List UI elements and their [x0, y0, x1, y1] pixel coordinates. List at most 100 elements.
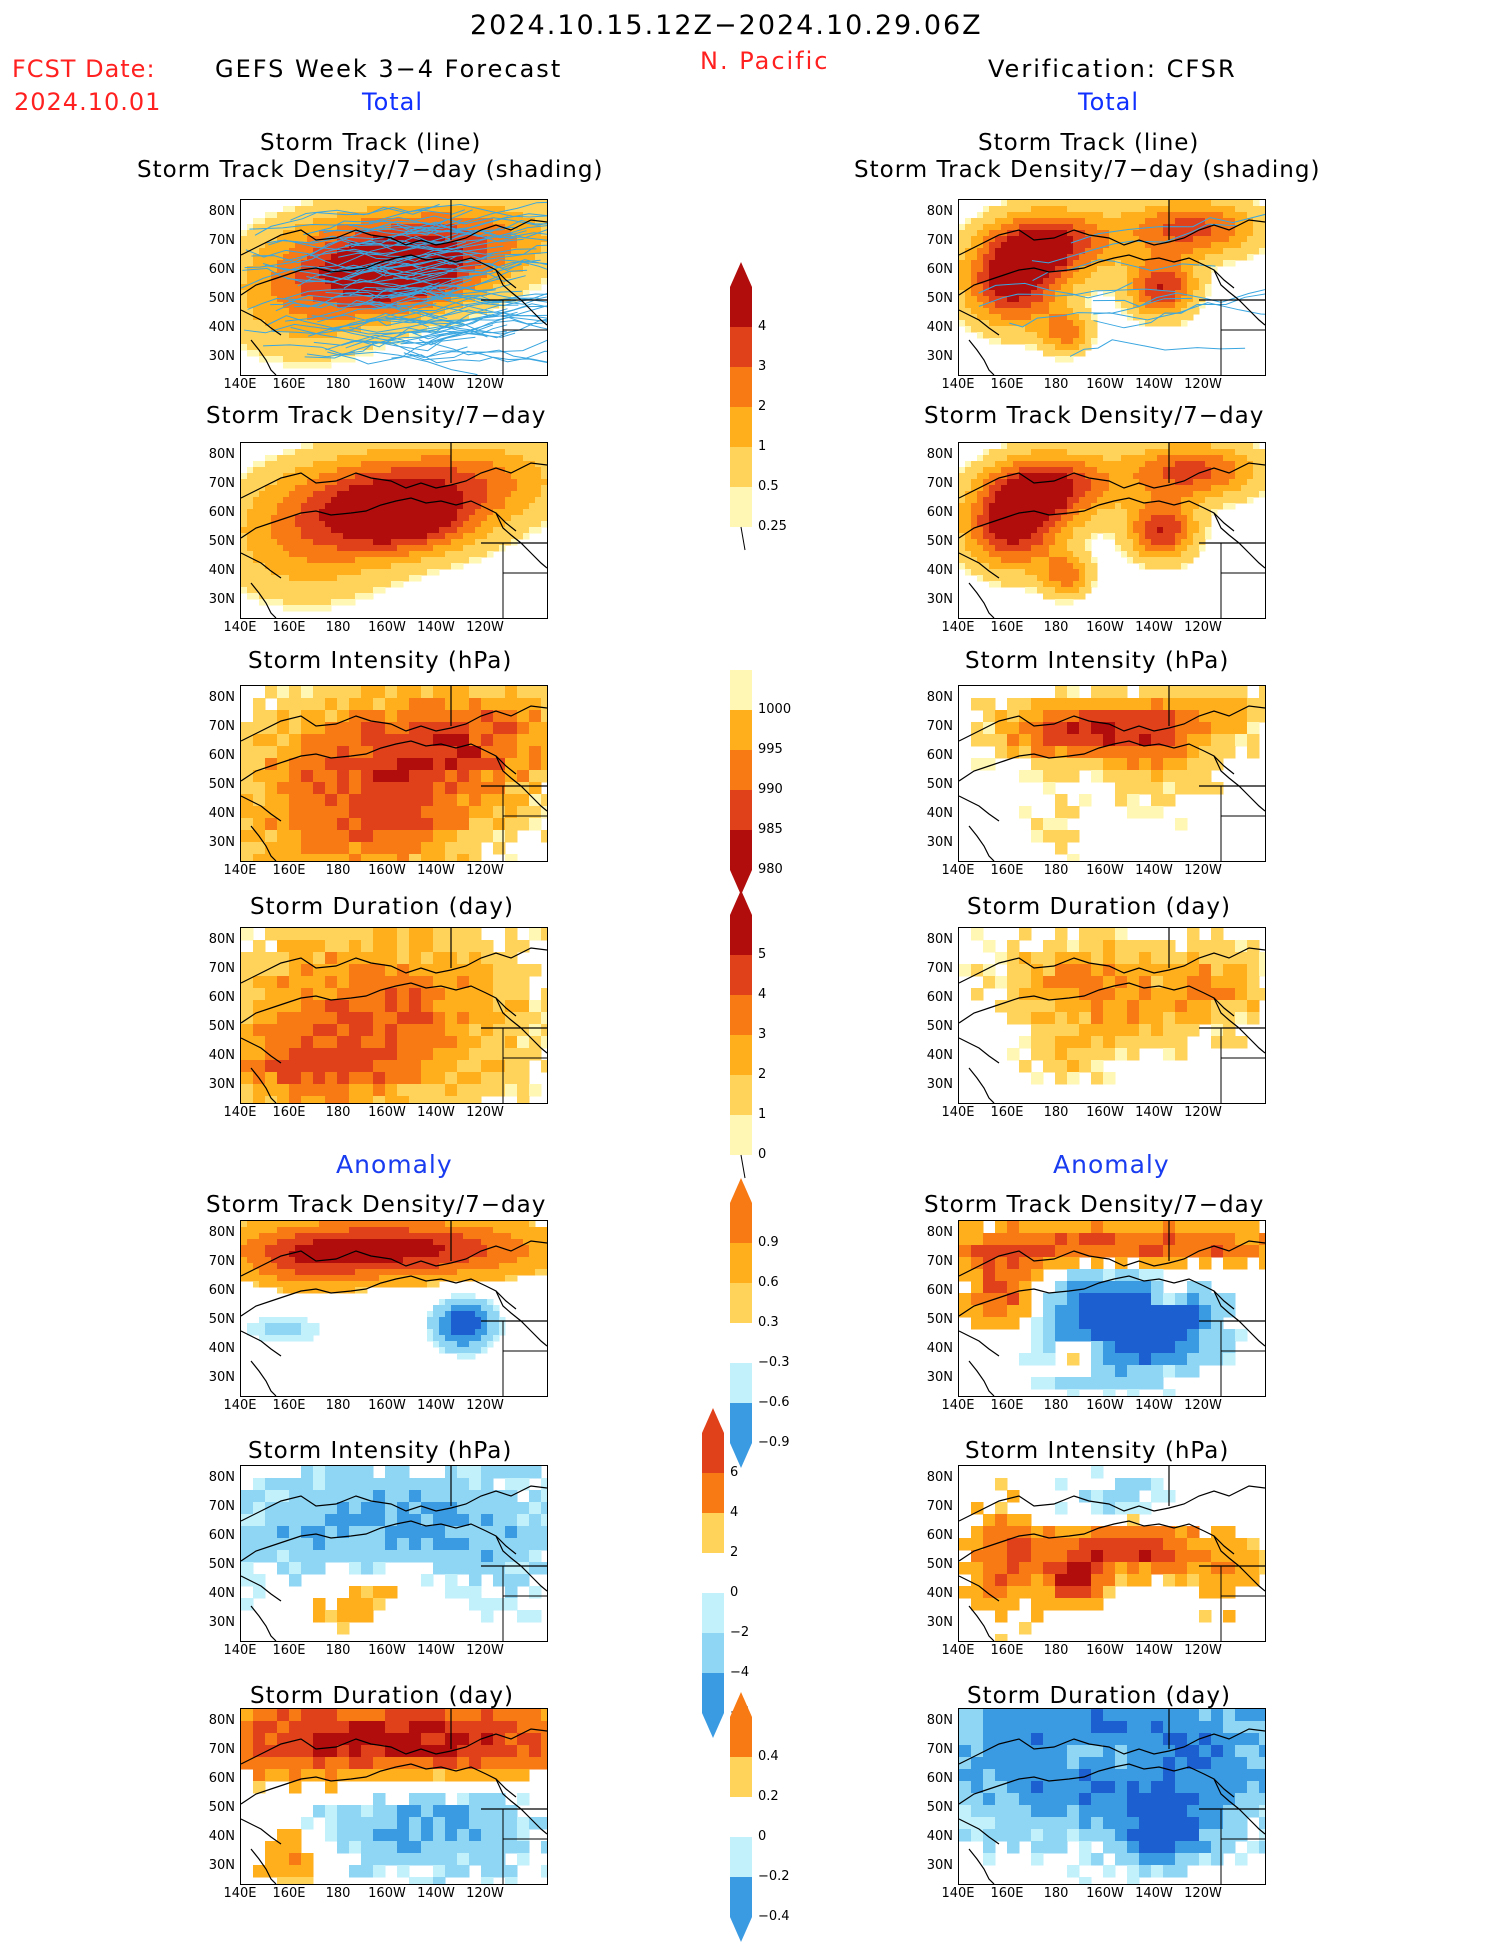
lat-tick-label: 30N — [926, 1077, 953, 1092]
lat-tick-label: 40N — [926, 563, 953, 578]
lon-tick-label: 160E — [990, 620, 1024, 635]
lon-tick-label: 120W — [1184, 377, 1222, 392]
lon-tick-label: 120W — [466, 620, 504, 635]
colorbar-duration-total — [726, 890, 756, 1184]
lat-tick-label: 70N — [926, 233, 953, 248]
lon-tick-label: 140E — [941, 377, 975, 392]
lat-tick-label: 80N — [208, 204, 235, 219]
lon-tick-label: 180 — [1043, 1398, 1069, 1413]
lat-tick-label: 80N — [926, 1225, 953, 1240]
colorbar-tick-label: 985 — [758, 822, 783, 837]
colorbar-duration-anom — [726, 1692, 756, 1946]
right-title-duration: Storm Duration (day) — [967, 894, 1231, 920]
lat-tick-label: 50N — [208, 1800, 235, 1815]
right-duration-map — [958, 927, 1266, 1104]
lat-tick-label: 80N — [208, 1225, 235, 1240]
lat-tick-label: 50N — [926, 1019, 953, 1034]
lon-tick-label: 140E — [223, 1886, 257, 1901]
right-anom-density-map — [958, 1220, 1266, 1397]
lon-tick-label: 140E — [223, 863, 257, 878]
lat-tick-label: 70N — [926, 1499, 953, 1514]
lon-tick-label: 140E — [941, 863, 975, 878]
lon-tick-label: 140W — [1135, 1886, 1173, 1901]
lon-tick-label: 140E — [223, 1643, 257, 1658]
colorbar-tick-label: −0.9 — [758, 1435, 790, 1450]
lon-tick-label: 120W — [466, 1643, 504, 1658]
lon-tick-label: 140E — [941, 1105, 975, 1120]
lat-tick-label: 30N — [208, 1077, 235, 1092]
lon-tick-label: 140E — [223, 1105, 257, 1120]
colorbar-tick-label: 0.2 — [758, 1789, 779, 1804]
lon-tick-label: 120W — [466, 1398, 504, 1413]
lon-tick-label: 160W — [368, 1643, 406, 1658]
lat-tick-label: 40N — [926, 1048, 953, 1063]
lat-tick-label: 60N — [926, 262, 953, 277]
colorbar-tick-label: −2 — [730, 1625, 750, 1640]
colorbar-tick-label: 0.5 — [758, 479, 779, 494]
lon-tick-label: 140W — [1135, 377, 1173, 392]
colorbar-tick-label: 980 — [758, 862, 783, 877]
lat-tick-label: 70N — [926, 476, 953, 491]
lon-tick-label: 120W — [466, 377, 504, 392]
lat-tick-label: 70N — [208, 233, 235, 248]
lon-tick-label: 140E — [223, 377, 257, 392]
colorbar-tick-label: 0.9 — [758, 1235, 779, 1250]
left-title-density: Storm Track Density/7−day — [206, 403, 547, 429]
lon-tick-label: 140E — [223, 1398, 257, 1413]
lat-tick-label: 40N — [208, 563, 235, 578]
lat-tick-label: 50N — [208, 534, 235, 549]
lon-tick-label: 160E — [990, 377, 1024, 392]
colorbar-tick-label: 1 — [758, 439, 767, 454]
lon-tick-label: 120W — [466, 863, 504, 878]
lat-tick-label: 30N — [926, 835, 953, 850]
colorbar-tick-label: 3 — [758, 359, 767, 374]
lat-tick-label: 40N — [208, 806, 235, 821]
lat-tick-label: 80N — [208, 1713, 235, 1728]
colorbar-tick-label: 0.3 — [758, 1315, 779, 1330]
left-intensity-map — [240, 685, 548, 862]
lon-tick-label: 140E — [941, 620, 975, 635]
lon-tick-label: 140E — [941, 1643, 975, 1658]
lon-tick-label: 140W — [1135, 1105, 1173, 1120]
lat-tick-label: 60N — [926, 1771, 953, 1786]
lat-tick-label: 30N — [208, 1370, 235, 1385]
left-title-track-line: Storm Track (line) — [260, 130, 482, 156]
colorbar-intensity-anom — [698, 1408, 728, 1742]
lat-tick-label: 30N — [926, 592, 953, 607]
left-duration-map — [240, 927, 548, 1104]
lat-tick-label: 30N — [208, 349, 235, 364]
right-title-intensity: Storm Intensity (hPa) — [965, 648, 1230, 674]
lon-tick-label: 160E — [990, 1398, 1024, 1413]
colorbar-tick-label: 4 — [758, 319, 767, 334]
lat-tick-label: 40N — [208, 320, 235, 335]
lat-tick-label: 60N — [926, 505, 953, 520]
lon-tick-label: 180 — [1043, 377, 1069, 392]
left-title-anom-intensity: Storm Intensity (hPa) — [248, 1438, 513, 1464]
total-right-label: Total — [1078, 88, 1140, 116]
lat-tick-label: 80N — [926, 447, 953, 462]
left-track-map — [240, 199, 548, 376]
lon-tick-label: 180 — [325, 1643, 351, 1658]
lon-tick-label: 120W — [466, 1886, 504, 1901]
lon-tick-label: 160W — [368, 620, 406, 635]
colorbar-tick-label: 0 — [758, 1829, 767, 1844]
lon-tick-label: 180 — [325, 1398, 351, 1413]
colorbar-tick-label: −4 — [730, 1665, 750, 1680]
colorbar-tick-label: 1 — [758, 1107, 767, 1122]
lon-tick-label: 120W — [1184, 1643, 1222, 1658]
region-title: N. Pacific — [700, 47, 830, 75]
lon-tick-label: 120W — [1184, 620, 1222, 635]
lat-tick-label: 40N — [926, 1586, 953, 1601]
anomaly-right-label: Anomaly — [1053, 1150, 1170, 1179]
lat-tick-label: 40N — [926, 806, 953, 821]
lon-tick-label: 140W — [417, 1398, 455, 1413]
colorbar-tick-label: 0 — [758, 1147, 767, 1162]
lat-tick-label: 40N — [926, 1829, 953, 1844]
lat-tick-label: 40N — [208, 1341, 235, 1356]
total-left-label: Total — [362, 88, 424, 116]
lon-tick-label: 140E — [941, 1886, 975, 1901]
lon-tick-label: 160W — [368, 1886, 406, 1901]
lon-tick-label: 140W — [417, 863, 455, 878]
left-anom-density-map — [240, 1220, 548, 1397]
lat-tick-label: 70N — [208, 476, 235, 491]
